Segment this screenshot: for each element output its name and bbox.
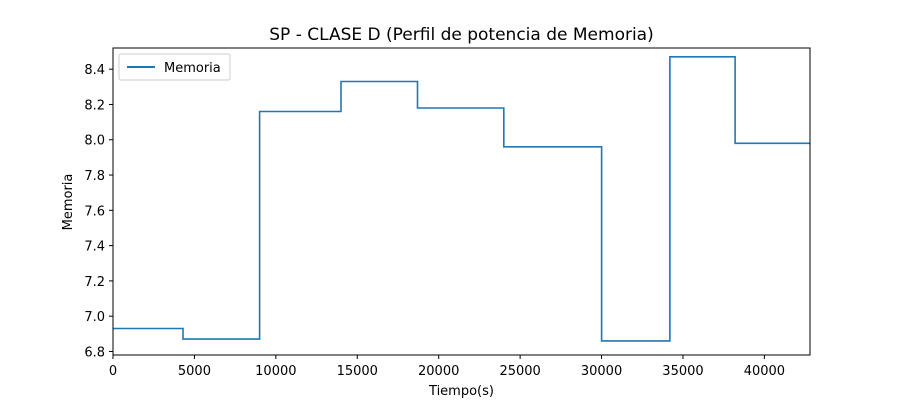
x-tick-label: 15000 [337, 364, 378, 379]
legend: Memoria [118, 53, 231, 81]
y-axis: 6.8 7.0 7.2 7.4 7.6 7.8 8.0 8.2 8.4 [84, 63, 113, 360]
y-tick-label: 8.0 [84, 134, 105, 149]
y-tick-label: 8.2 [84, 98, 105, 113]
x-axis: 0 5000 10000 15000 20000 25000 30000 35000 40000 [109, 355, 785, 379]
x-tick-label: 25000 [499, 364, 540, 379]
x-tick-label: 20000 [418, 364, 459, 379]
x-tick-label: 40000 [744, 364, 785, 379]
plot-area [113, 55, 810, 342]
x-axis-label: Tiempo(s) [428, 384, 494, 399]
legend-box [118, 53, 231, 81]
y-tick-label: 7.2 [84, 275, 105, 290]
y-axis-label: Memoria [61, 174, 76, 231]
y-tick-label: 7.4 [84, 240, 105, 255]
x-tick-label: 0 [109, 364, 117, 379]
series-line-0 [113, 55, 810, 342]
y-tick-label: 7.8 [84, 169, 105, 184]
x-tick-label: 30000 [581, 364, 622, 379]
y-tick-label: 8.4 [84, 63, 105, 78]
legend-label: Memoria [164, 61, 221, 76]
plot-frame [112, 47, 811, 356]
chart-title: SP - CLASE D (Perfil de potencia de Memo… [269, 25, 653, 45]
x-tick-label: 10000 [255, 364, 296, 379]
x-tick-label: 35000 [662, 364, 703, 379]
y-tick-label: 7.0 [84, 310, 105, 325]
y-tick-label: 6.8 [84, 345, 105, 360]
y-tick-label: 7.6 [84, 204, 105, 219]
x-tick-label: 5000 [178, 364, 211, 379]
